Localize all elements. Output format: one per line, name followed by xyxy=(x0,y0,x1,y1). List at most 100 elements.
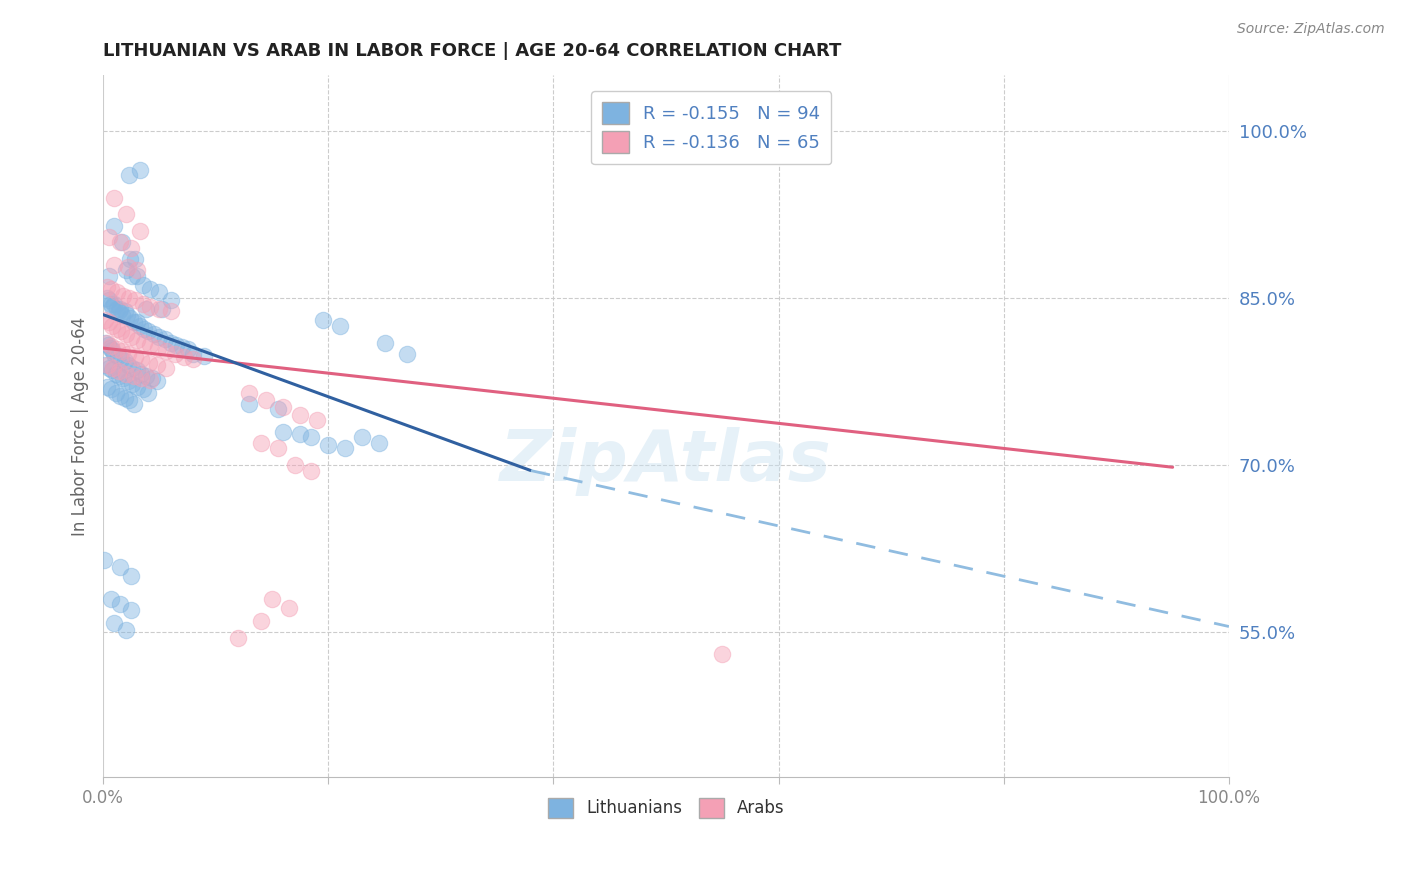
Point xyxy=(131,277,153,292)
Point xyxy=(108,235,131,250)
Point xyxy=(138,355,160,369)
Point xyxy=(120,311,142,326)
Point xyxy=(120,603,142,617)
Point xyxy=(249,614,271,628)
Point xyxy=(117,346,139,360)
Point xyxy=(170,340,193,354)
Point xyxy=(124,350,146,364)
Point xyxy=(165,337,187,351)
Point xyxy=(117,260,139,274)
Point xyxy=(114,304,136,318)
Point xyxy=(368,435,391,450)
Point xyxy=(100,339,122,353)
Point xyxy=(277,600,299,615)
Point xyxy=(124,252,146,266)
Point xyxy=(108,302,131,317)
Point xyxy=(131,352,153,367)
Point xyxy=(114,623,136,637)
Point xyxy=(159,335,181,350)
Point xyxy=(131,296,153,310)
Point xyxy=(181,346,204,360)
Point xyxy=(94,358,117,372)
Point xyxy=(374,335,396,350)
Point xyxy=(266,402,288,417)
Point xyxy=(112,371,135,385)
Point xyxy=(114,207,136,221)
Point xyxy=(311,313,333,327)
Point xyxy=(103,219,125,233)
Point xyxy=(104,385,127,400)
Point xyxy=(103,258,125,272)
Point xyxy=(107,349,129,363)
Point xyxy=(148,330,170,344)
Point xyxy=(125,263,148,277)
Point xyxy=(100,296,122,310)
Point xyxy=(101,318,124,333)
Point xyxy=(148,302,170,317)
Point xyxy=(105,285,128,300)
Point xyxy=(98,341,121,355)
Point xyxy=(155,344,177,359)
Point xyxy=(122,368,145,383)
Point xyxy=(139,337,162,351)
Point xyxy=(288,408,311,422)
Point xyxy=(129,224,152,238)
Point xyxy=(93,552,115,566)
Point xyxy=(97,229,120,244)
Point xyxy=(97,268,120,283)
Point xyxy=(108,597,131,611)
Point xyxy=(328,318,350,333)
Point xyxy=(103,361,125,376)
Point xyxy=(114,354,136,368)
Point xyxy=(96,280,118,294)
Point xyxy=(165,346,187,360)
Point xyxy=(114,326,136,341)
Point xyxy=(352,430,374,444)
Point xyxy=(135,302,157,317)
Point xyxy=(104,367,127,381)
Point xyxy=(299,430,322,444)
Point xyxy=(120,252,142,266)
Point xyxy=(120,241,142,255)
Point xyxy=(111,308,134,322)
Point xyxy=(125,315,148,329)
Point xyxy=(105,302,128,317)
Point xyxy=(131,382,153,396)
Point xyxy=(108,304,131,318)
Point xyxy=(108,364,131,378)
Point xyxy=(103,346,125,360)
Point xyxy=(120,330,142,344)
Point xyxy=(150,302,173,317)
Point xyxy=(122,397,145,411)
Point xyxy=(271,425,294,439)
Point xyxy=(249,435,271,450)
Point xyxy=(121,376,143,391)
Point xyxy=(96,335,118,350)
Point xyxy=(396,346,419,360)
Point xyxy=(121,268,143,283)
Point xyxy=(118,393,141,408)
Point xyxy=(271,400,294,414)
Point xyxy=(117,375,139,389)
Point xyxy=(118,291,141,305)
Point xyxy=(105,322,128,336)
Point xyxy=(105,342,128,356)
Point xyxy=(266,442,288,456)
Point xyxy=(254,393,277,408)
Point xyxy=(132,335,155,350)
Point xyxy=(121,361,143,376)
Point xyxy=(139,282,162,296)
Point xyxy=(155,361,177,376)
Point xyxy=(111,235,134,250)
Point xyxy=(108,560,131,574)
Point xyxy=(711,648,734,662)
Point xyxy=(125,333,148,347)
Text: LITHUANIAN VS ARAB IN LABOR FORCE | AGE 20-64 CORRELATION CHART: LITHUANIAN VS ARAB IN LABOR FORCE | AGE … xyxy=(103,42,842,60)
Point xyxy=(181,352,204,367)
Point xyxy=(148,341,170,355)
Point xyxy=(135,368,157,383)
Point xyxy=(132,322,155,336)
Point xyxy=(146,375,169,389)
Point xyxy=(238,397,260,411)
Point xyxy=(159,304,181,318)
